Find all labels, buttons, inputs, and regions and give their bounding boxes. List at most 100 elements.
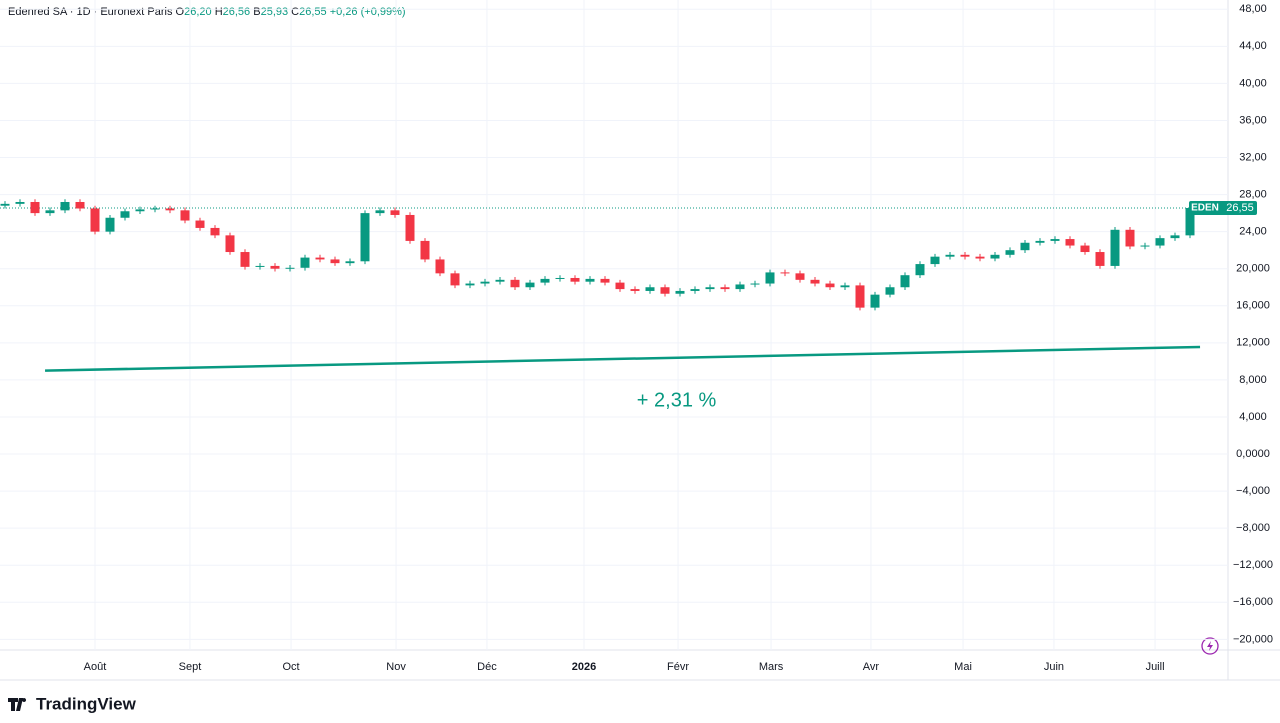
- y-tick-label: −8,000: [1236, 522, 1270, 534]
- candle-body: [135, 209, 145, 212]
- price-value: 26,55: [1226, 202, 1254, 214]
- candle-body: [1125, 229, 1135, 247]
- candle-body: [390, 210, 400, 215]
- candle-body: [900, 275, 910, 288]
- y-tick-label: −16,000: [1233, 596, 1273, 608]
- candle-body: [0, 203, 10, 206]
- x-tick-label: Juill: [1146, 661, 1165, 673]
- field-value: 26,56: [223, 6, 251, 18]
- y-tick-label: 32,00: [1239, 151, 1267, 163]
- symbol-info: Edenred SA · 1D · Euronext Paris: [8, 6, 173, 18]
- field-key: H: [215, 6, 223, 18]
- candle-body: [945, 254, 955, 257]
- y-tick-label: 20,000: [1236, 263, 1270, 275]
- header-text: Edenred SA · 1D · Euronext Paris O26,20 …: [8, 6, 406, 18]
- field-key: O: [176, 6, 185, 18]
- x-tick-label: Mars: [759, 661, 784, 673]
- y-tick-label: 8,000: [1239, 374, 1267, 386]
- x-tick-label: Août: [84, 661, 107, 673]
- candle-body: [1185, 208, 1195, 236]
- candle-body: [1065, 239, 1075, 246]
- candle-body: [120, 211, 130, 218]
- alert-bolt: [1207, 641, 1213, 651]
- y-tick-label: 44,00: [1239, 40, 1267, 52]
- candle-body: [1170, 235, 1180, 239]
- candle-body: [705, 287, 715, 290]
- candle-body: [255, 265, 265, 267]
- candle-body: [300, 257, 310, 268]
- logo: [8, 698, 27, 711]
- candle-body: [60, 201, 70, 211]
- y-tick-label: −4,000: [1236, 485, 1270, 497]
- candle-body: [570, 277, 580, 282]
- y-tick-label: 24,00: [1239, 226, 1267, 238]
- candle-body: [105, 217, 115, 232]
- candle-body: [870, 294, 880, 308]
- x-tick-label: Nov: [386, 661, 406, 673]
- candle-body: [315, 257, 325, 260]
- header: Edenred SA · 1D · Euronext Paris O26,20 …: [8, 6, 406, 18]
- candle-body: [375, 210, 385, 214]
- candle-body: [450, 273, 460, 286]
- candle-body: [840, 285, 850, 288]
- candle-body: [795, 273, 805, 280]
- x-tick-label: Avr: [863, 661, 880, 673]
- candle-body: [45, 210, 55, 214]
- candle-body: [495, 279, 505, 282]
- candle-body: [1020, 242, 1030, 251]
- candle-body: [30, 201, 40, 214]
- y-tick-label: 16,000: [1236, 300, 1270, 312]
- field-value: 26,55: [299, 6, 327, 18]
- candle-body: [975, 256, 985, 259]
- candle-body: [225, 235, 235, 253]
- candle-body: [615, 282, 625, 290]
- candle-body: [435, 259, 445, 274]
- candle-body: [780, 272, 790, 274]
- candle-body: [1050, 239, 1060, 241]
- y-tick-label: −20,000: [1233, 633, 1273, 645]
- y-tick-label: 48,00: [1239, 3, 1267, 15]
- candle-body: [345, 261, 355, 264]
- field-value: 25,93: [261, 6, 289, 18]
- candle-body: [1035, 240, 1045, 243]
- x-tick-label: 2026: [572, 661, 596, 673]
- candle-body: [210, 227, 220, 236]
- candle-body: [1110, 229, 1120, 266]
- trend-label: + 2,31 %: [637, 389, 717, 411]
- y-tick-label: 4,000: [1239, 411, 1267, 423]
- y-tick-label: 28,00: [1239, 188, 1267, 200]
- candle-body: [465, 283, 475, 286]
- candle-body: [990, 254, 1000, 259]
- candle-body: [600, 278, 610, 283]
- candle-body: [270, 265, 280, 269]
- candle-body: [150, 208, 160, 210]
- x-tick-label: Mai: [954, 661, 972, 673]
- price-label-bg: [1189, 201, 1257, 216]
- candle-body: [1005, 250, 1015, 255]
- candle-body: [735, 284, 745, 290]
- x-tick-label: Févr: [667, 661, 689, 673]
- candle-body: [585, 278, 595, 282]
- y-tick-label: 0,0000: [1236, 448, 1270, 460]
- trend-line: [45, 345, 1201, 372]
- candle-body: [1140, 245, 1150, 247]
- candle-body: [960, 254, 970, 257]
- candle-body: [480, 281, 490, 284]
- x-tick-label: Sept: [179, 661, 202, 673]
- candle-body: [165, 208, 175, 211]
- x-tick-label: Oct: [282, 661, 299, 673]
- candle-body: [240, 252, 250, 267]
- candle-body: [1155, 238, 1165, 246]
- x-tick-label: Juin: [1044, 661, 1064, 673]
- change: +0,26 (+0,99%): [330, 6, 406, 18]
- candle-body: [15, 201, 25, 204]
- alert-icon[interactable]: [1201, 637, 1219, 655]
- candle-body: [855, 285, 865, 308]
- candle-body: [90, 208, 100, 232]
- candle-body: [75, 201, 85, 209]
- candle-body: [330, 259, 340, 264]
- candle-body: [810, 279, 820, 284]
- x-tick-label: Déc: [477, 661, 497, 673]
- candle-body: [525, 282, 535, 288]
